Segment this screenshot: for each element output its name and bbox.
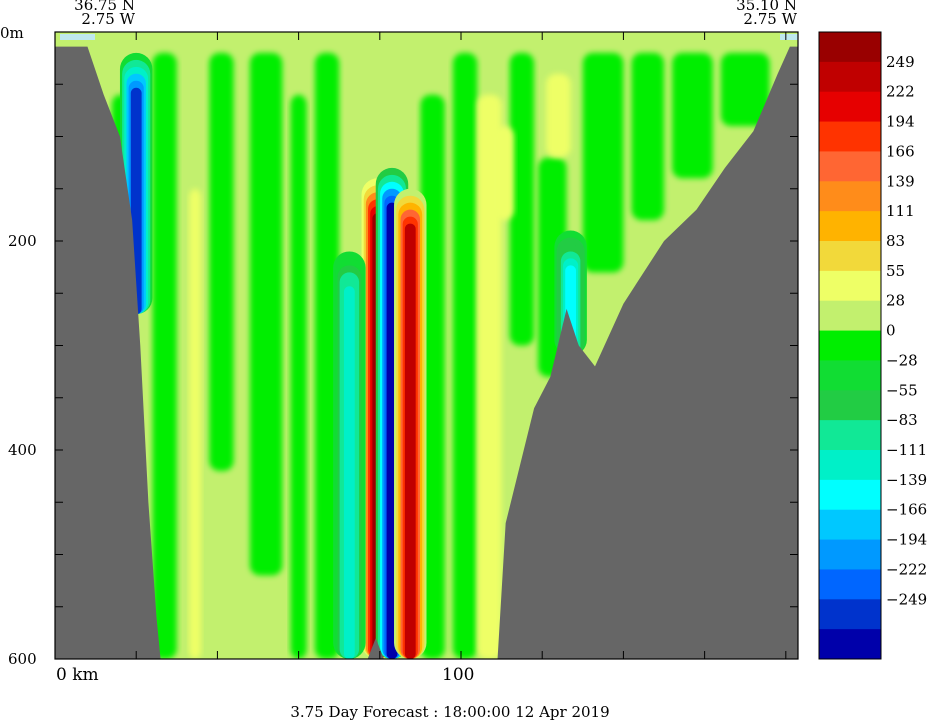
colorbar-swatch xyxy=(819,569,881,600)
colorbar-label: 194 xyxy=(886,113,915,131)
colorbar-swatch xyxy=(819,330,881,361)
x-tick-label: 0 km xyxy=(56,665,99,685)
field-band xyxy=(477,94,502,659)
colorbar-swatch xyxy=(819,32,881,63)
colorbar-label: −139 xyxy=(886,471,927,489)
axis-ticks xyxy=(54,31,798,660)
bathymetry-terrain xyxy=(55,46,798,659)
y-tick-label: 400 xyxy=(8,441,37,459)
colorbar-label: −28 xyxy=(886,351,918,369)
field-band xyxy=(582,52,624,273)
colorbar-swatch xyxy=(819,61,881,93)
colorbar-swatch xyxy=(819,479,881,511)
colorbar-label: 83 xyxy=(886,232,905,250)
colorbar-swatch xyxy=(819,151,881,182)
colorbar-swatch xyxy=(819,181,881,212)
colorbar-swatch xyxy=(819,300,881,332)
colorbar-swatch xyxy=(819,270,881,302)
forecast-caption: 3.75 Day Forecast : 18:00:00 12 Apr 2019 xyxy=(290,703,609,721)
field-band xyxy=(493,126,514,221)
colorbar-swatch xyxy=(819,629,881,660)
corner-left-lat: 36.75 N xyxy=(74,0,135,14)
field-band xyxy=(631,52,665,221)
colorbar-swatch xyxy=(819,509,881,541)
colorbar-swatch xyxy=(819,390,881,421)
corner-left-lon: 2.75 W xyxy=(81,10,135,28)
y-tick-label: 0m xyxy=(0,24,24,42)
plot-area xyxy=(55,32,798,659)
colorbar-swatch xyxy=(819,91,881,123)
colorbar: 249 222 194 166 139 111 83 55 28 0 −28 −55 −83 −111 −1… xyxy=(818,31,927,660)
colorbar-label: 166 xyxy=(886,142,915,160)
field-band xyxy=(249,52,283,576)
y-tick-label: 600 xyxy=(8,650,37,668)
colorbar-label: −83 xyxy=(886,411,918,429)
colorbar-label: 28 xyxy=(886,292,905,310)
colorbar-label: −194 xyxy=(886,531,927,549)
colorbar-label: −222 xyxy=(886,560,927,578)
colorbar-label: 0 xyxy=(886,322,896,340)
colorbar-label: 55 xyxy=(886,262,905,280)
anomaly-core-layer xyxy=(404,223,416,659)
colorbar-swatch xyxy=(819,450,881,481)
field-band xyxy=(672,52,713,179)
field-band xyxy=(720,52,770,127)
colorbar-swatch xyxy=(819,360,881,391)
colorbar-frame xyxy=(818,31,882,660)
surface-strip-top-right xyxy=(780,34,798,40)
colorbar-label: −166 xyxy=(886,501,927,519)
colorbar-label: 139 xyxy=(886,172,915,190)
x-tick-label: 100 xyxy=(442,665,474,685)
field-band xyxy=(546,73,571,158)
field-band xyxy=(209,52,234,471)
colorbar-label: −55 xyxy=(886,381,918,399)
anomaly-core-layer xyxy=(343,286,355,659)
colorbar-label: 249 xyxy=(886,53,915,71)
corner-right-lon: 2.75 W xyxy=(743,10,797,28)
colorbar-swatch xyxy=(819,211,881,242)
colorbar-swatch xyxy=(819,121,881,152)
surface-strip xyxy=(55,32,798,44)
colorbar-label: −111 xyxy=(886,441,927,459)
colorbar-swatch xyxy=(819,241,881,272)
y-tick-label: 200 xyxy=(8,232,37,250)
field-band xyxy=(188,188,202,659)
colorbar-label: 222 xyxy=(886,83,915,101)
colorbar-label: 111 xyxy=(886,202,915,220)
colorbar-swatch xyxy=(819,539,881,570)
field-band xyxy=(152,52,177,659)
colorbar-label: −249 xyxy=(886,590,927,608)
field-band xyxy=(452,52,478,659)
anomaly-cores xyxy=(119,52,587,659)
surface-strip-top xyxy=(60,34,95,40)
field-band xyxy=(509,52,535,346)
colorbar-swatch xyxy=(819,420,881,451)
colorbar-swatch xyxy=(819,599,881,630)
field-band xyxy=(290,94,307,659)
corner-right-lat: 35.10 N xyxy=(736,0,797,14)
